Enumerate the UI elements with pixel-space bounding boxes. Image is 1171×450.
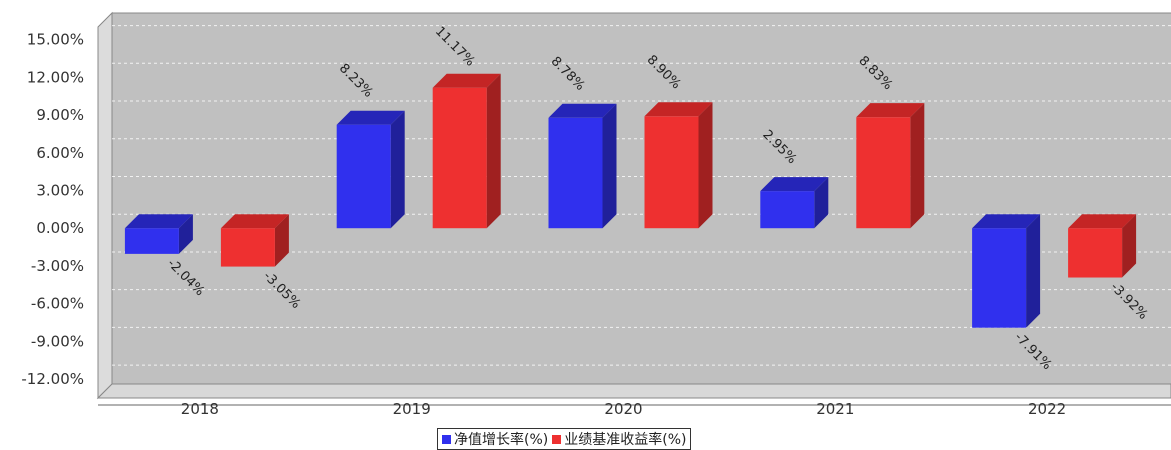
bar-side-face	[178, 214, 193, 254]
bar-top-face	[336, 110, 405, 125]
y-tick-label: -9.00%	[31, 332, 84, 350]
y-tick-label: 0.00%	[36, 219, 84, 237]
bar-front-face	[432, 87, 487, 229]
bar-front-face	[760, 191, 815, 229]
x-tick-label: 2022	[1028, 400, 1066, 418]
y-tick-label: 12.00%	[27, 68, 84, 86]
legend-label-nav-growth: 净值增长率(%)	[454, 432, 549, 448]
plot-floor	[96, 383, 1171, 399]
legend-item-nav-growth: 净值增长率(%)	[442, 429, 548, 449]
bar-side-face	[602, 103, 617, 229]
chart-legend: 净值增长率(%) 业绩基准收益率(%)	[437, 428, 692, 450]
x-tick-label: 2019	[393, 400, 431, 418]
bar-top-face	[972, 214, 1041, 229]
bar-top-face	[432, 73, 501, 88]
y-tick-label: -3.00%	[31, 257, 84, 275]
bar-side-face	[274, 214, 289, 267]
bar-front-face	[124, 228, 179, 254]
legend-swatch-nav-growth	[442, 434, 451, 444]
bar-top-face	[220, 214, 289, 229]
legend-swatch-benchmark	[552, 434, 562, 444]
bar-front-face	[1068, 228, 1123, 278]
bar-top-face	[856, 103, 925, 118]
bar-side-face	[1122, 214, 1137, 278]
y-tick-label: 15.00%	[27, 31, 84, 49]
y-tick-label: 6.00%	[36, 144, 84, 162]
plot-background	[112, 13, 1171, 384]
y-tick-label: -6.00%	[31, 295, 84, 313]
bar-front-face	[644, 116, 699, 229]
bar-front-face	[548, 117, 603, 229]
bar-front-face	[336, 124, 391, 229]
bar-front-face	[220, 228, 275, 267]
bar-chart: -12.00% -9.00% -6.00% -3.00% 0.00% 3.00% 6.00%…	[21, 11, 1171, 418]
bar-top-face	[760, 177, 829, 192]
bar-top-face	[1068, 214, 1137, 229]
bar-side-face	[390, 110, 405, 229]
y-tick-label: 3.00%	[36, 181, 84, 199]
x-tick-label: 2021	[816, 400, 854, 418]
y-tick-label: -12.00%	[21, 370, 84, 388]
x-tick-label: 2018	[181, 400, 219, 418]
bar-side-face	[814, 177, 829, 229]
y-tick-label: 9.00%	[36, 106, 84, 124]
legend-label-benchmark: 业绩基准收益率(%)	[564, 432, 687, 448]
bar-side-face	[698, 102, 713, 229]
bar-front-face	[856, 117, 911, 229]
bar-side-face	[910, 103, 925, 229]
bar-top-face	[124, 214, 193, 229]
bar-front-face	[972, 228, 1027, 328]
bar-top-face	[548, 103, 617, 118]
x-tick-label: 2020	[604, 400, 642, 418]
bar-side-face	[486, 73, 501, 229]
legend-item-benchmark: 业绩基准收益率(%)	[552, 429, 686, 449]
bar-side-face	[1026, 214, 1041, 328]
bar-top-face	[644, 102, 713, 117]
plot-left-wall	[97, 11, 113, 400]
